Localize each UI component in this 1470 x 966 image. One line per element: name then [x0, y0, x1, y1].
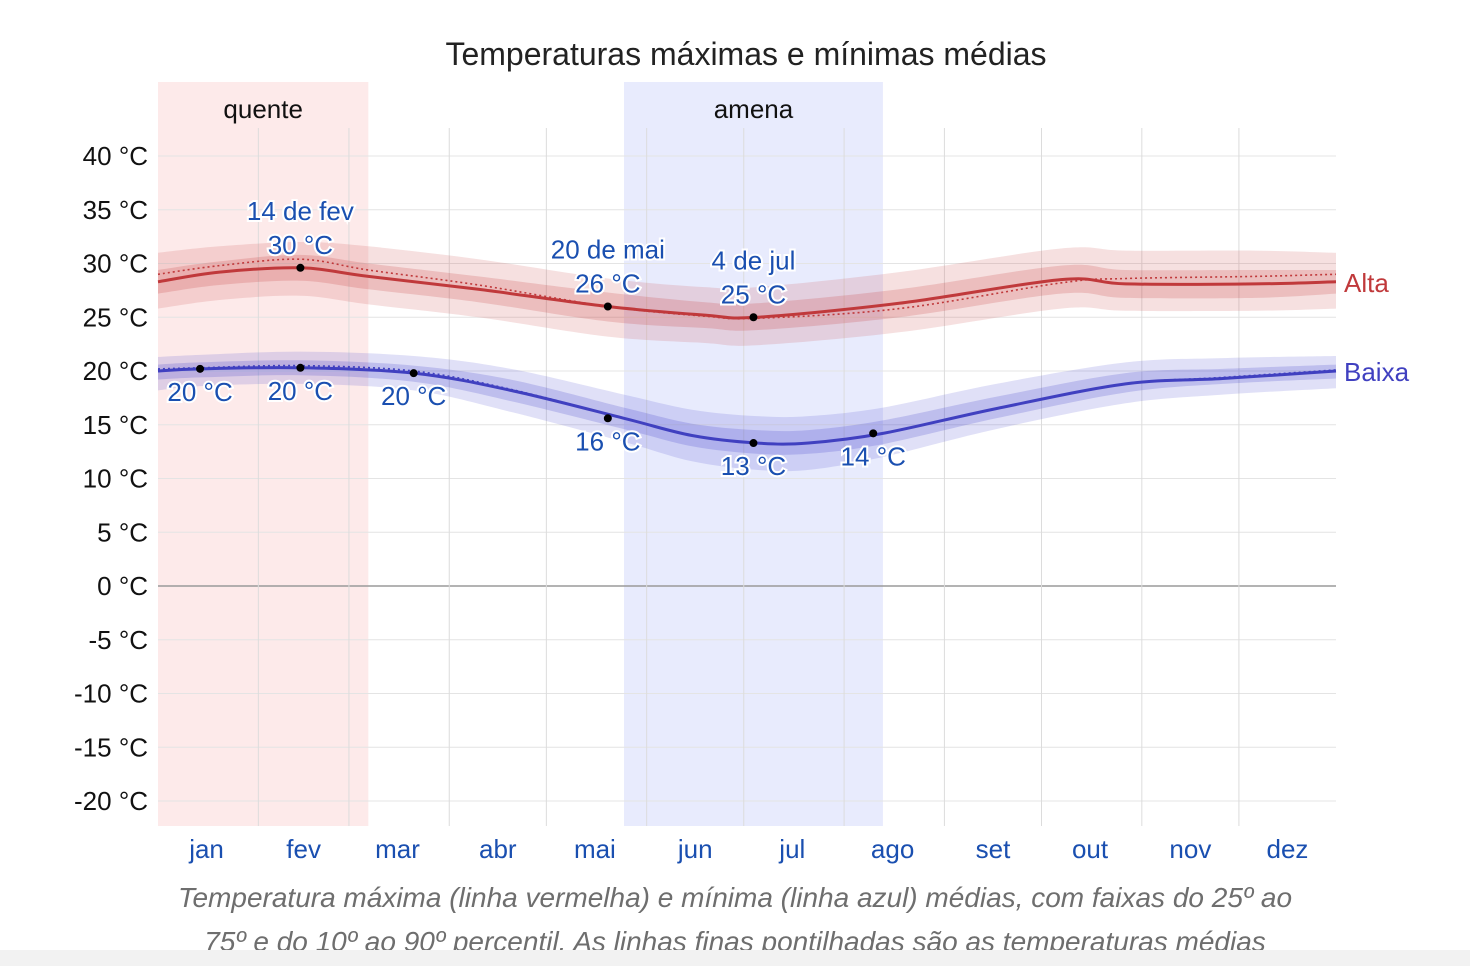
annotation-label: 30 °C [268, 230, 333, 260]
line-baixa [157, 366, 1337, 446]
y-tick-label: -20 °C [74, 786, 148, 816]
season-label: amena [714, 94, 794, 124]
x-tick-label: set [976, 834, 1011, 864]
annotation-label: 20 °C [268, 376, 333, 406]
series-label-alta: Alta [1344, 268, 1389, 298]
annotation-point [749, 313, 758, 322]
annotation-label: 26 °C [575, 269, 640, 299]
x-tick-label: dez [1266, 834, 1308, 864]
y-tick-label: 15 °C [83, 410, 148, 440]
season-bands: quente amena [158, 82, 883, 826]
annotation-point [603, 414, 612, 423]
season-band-quente [158, 82, 369, 826]
line-alta [157, 266, 1337, 320]
annotation-label: 20 de mai [551, 235, 665, 265]
x-tick-label: abr [479, 834, 517, 864]
annotation-point [409, 369, 418, 378]
annotation-label: 4 de jul [712, 245, 796, 275]
y-tick-label: 35 °C [83, 195, 148, 225]
season-band-amena [624, 82, 883, 826]
series-lines [157, 258, 1337, 446]
x-tick-label: ago [871, 834, 914, 864]
annotation-point [749, 439, 758, 448]
y-tick-label: 30 °C [83, 249, 148, 279]
band-10-90-alta [158, 242, 1336, 346]
y-tick-label: -10 °C [74, 679, 148, 709]
y-tick-label: 0 °C [97, 571, 148, 601]
annotation-label: 20 °C [381, 381, 446, 411]
x-tick-label: fev [286, 834, 321, 864]
annotation-point [603, 302, 612, 311]
y-tick-label: -15 °C [74, 732, 148, 762]
band-25-75-alta [158, 254, 1336, 331]
y-tick-label: 25 °C [83, 302, 148, 332]
season-label: quente [223, 94, 303, 124]
annotation-label: 16 °C [575, 426, 640, 456]
percentile-bands [158, 242, 1336, 472]
annotation-label: 25 °C [721, 279, 786, 309]
annotation-label: 14 °C [841, 441, 906, 471]
y-tick-label: -5 °C [88, 625, 148, 655]
y-tick-label: 40 °C [83, 141, 148, 171]
x-tick-label: jun [677, 834, 713, 864]
x-tick-label: jul [778, 834, 805, 864]
axis-labels: 40 °C 35 °C 30 °C 25 °C 20 °C 15 °C 10 °C 5 °C 0… [74, 141, 1410, 864]
x-tick-label: out [1072, 834, 1109, 864]
bottom-bar [0, 950, 1470, 966]
x-tick-label: mar [375, 834, 420, 864]
caption-line-1: Temperatura máxima (linha vermelha) e mí… [177, 882, 1293, 913]
annotation-point [869, 429, 878, 438]
annotation-point [196, 364, 205, 373]
x-tick-label: nov [1169, 834, 1211, 864]
y-tick-label: 20 °C [83, 356, 148, 386]
annotation-label: 14 de fev [247, 196, 354, 226]
band-10-90-baixa [158, 351, 1336, 472]
x-tick-label: mai [574, 834, 616, 864]
annotation-label: 20 °C [167, 377, 232, 407]
grid [158, 128, 1336, 826]
annotation-point [296, 263, 305, 272]
annotation-points [196, 263, 878, 448]
y-tick-label: 5 °C [97, 517, 148, 547]
x-tick-label: jan [188, 834, 224, 864]
annotation-label: 13 °C [721, 451, 786, 481]
series-label-baixa: Baixa [1344, 357, 1410, 387]
y-tick-label: 10 °C [83, 464, 148, 494]
chart-title: Temperaturas máximas e mínimas médias [445, 36, 1046, 72]
annotation-point [296, 363, 305, 372]
band-25-75-baixa [158, 360, 1336, 455]
